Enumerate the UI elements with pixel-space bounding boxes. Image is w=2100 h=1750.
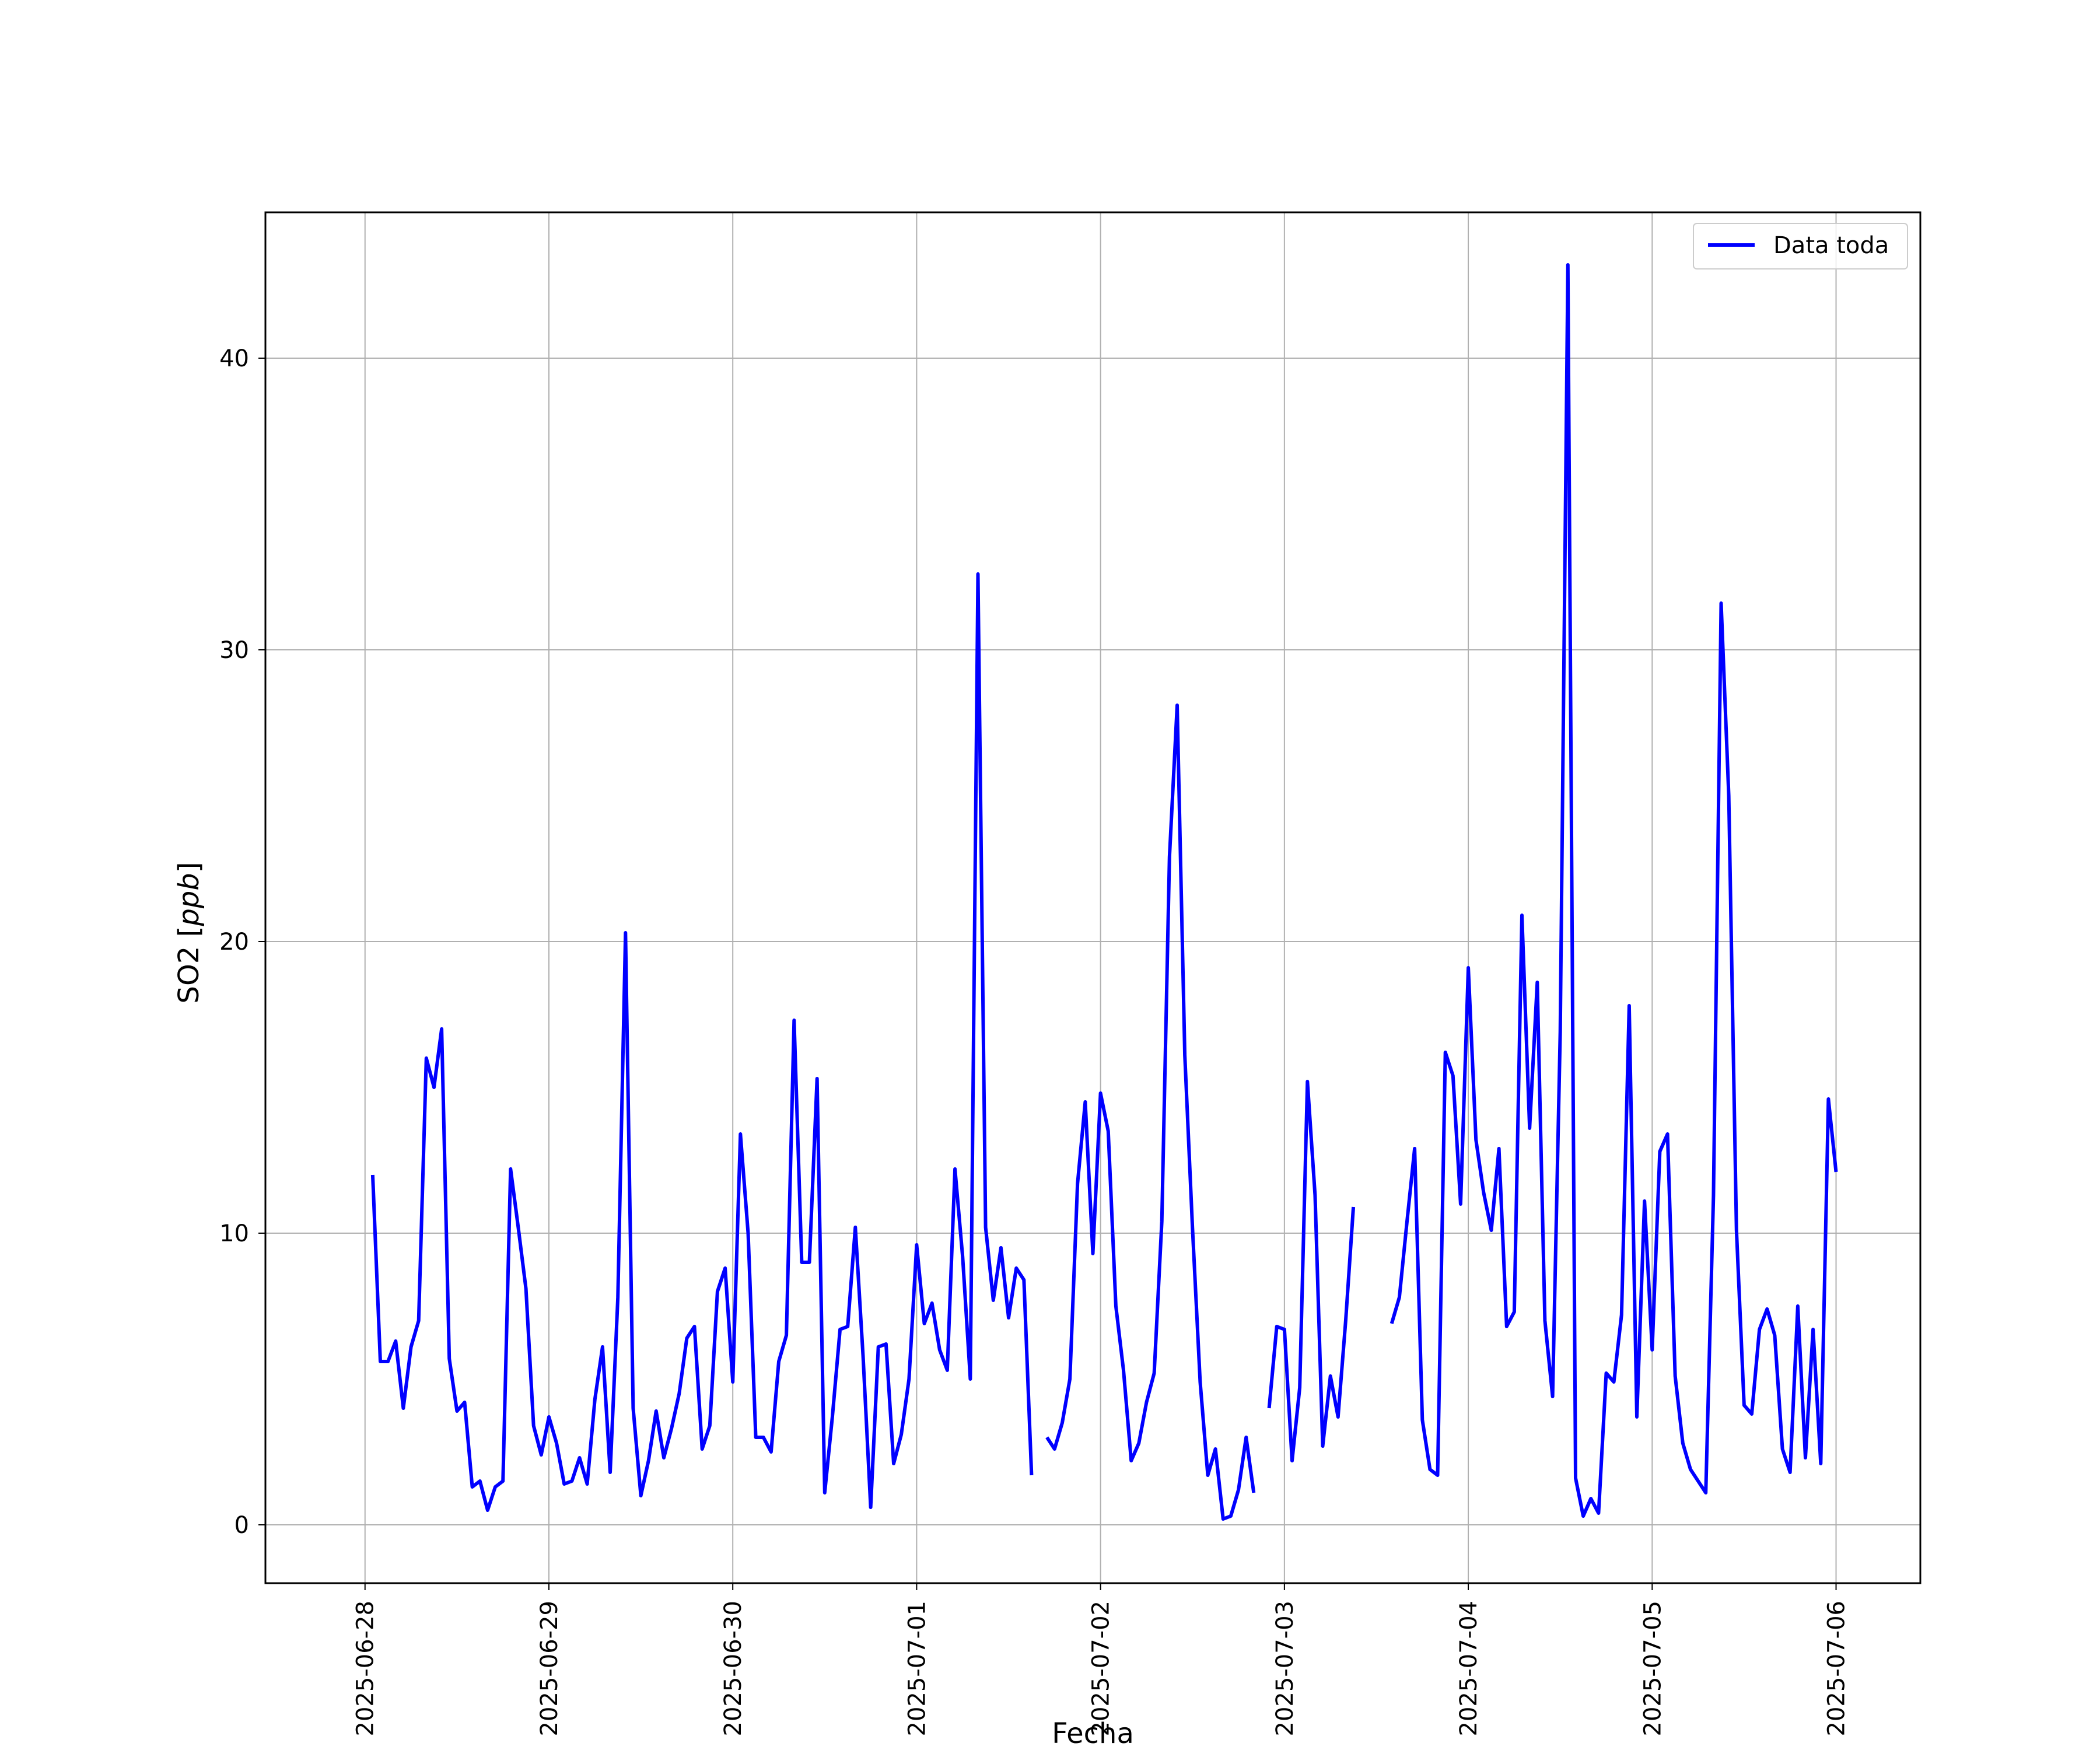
series-layer [370,263,1838,1521]
y-axis-label-close: ] [173,862,205,873]
plot-frame [264,211,1922,1584]
legend: Data toda [1693,223,1908,270]
y-axis-label: SO2 [ppb] [173,862,205,1004]
legend-box [1693,223,1908,270]
x-axis-label: Fecha [1052,1717,1134,1750]
y-tick-label: 30 [219,637,249,664]
y-tick-label: 40 [219,345,249,372]
x-tick-label: 2025-06-30 [720,1601,747,1736]
x-tick-label: 2025-07-03 [1272,1601,1298,1736]
x-tick-label: 2025-06-28 [352,1601,379,1736]
y-axis-label-unit: ppb [173,873,205,926]
x-tick-label: 2025-07-01 [904,1601,930,1736]
series-line-segment [1390,263,1838,1518]
y-tick-label: 20 [219,929,249,956]
series-line-segment [370,572,1034,1512]
series-line-segment [1045,704,1256,1521]
x-tick-label: 2025-07-06 [1824,1601,1850,1736]
x-tick-label: 2025-07-02 [1088,1601,1115,1736]
y-axis-label-name: SO2 [173,946,205,1004]
series-line-segment [1267,1080,1356,1462]
x-tick-label: 2025-06-29 [536,1601,563,1736]
legend-label-data-toda: Data toda [1773,232,1889,259]
x-tick-label: 2025-07-05 [1639,1601,1666,1736]
x-axis-ticks: 2025-06-28 2025-06-29 2025-06-30 2025-07-01… [352,1583,1850,1736]
x-tick-label: 2025-07-04 [1455,1601,1482,1736]
y-axis-ticks: 0 10 20 30 40 [219,345,265,1539]
y-tick-label: 0 [235,1512,249,1539]
y-tick-label: 10 [219,1220,249,1247]
y-axis-label-open: [ [173,926,205,937]
